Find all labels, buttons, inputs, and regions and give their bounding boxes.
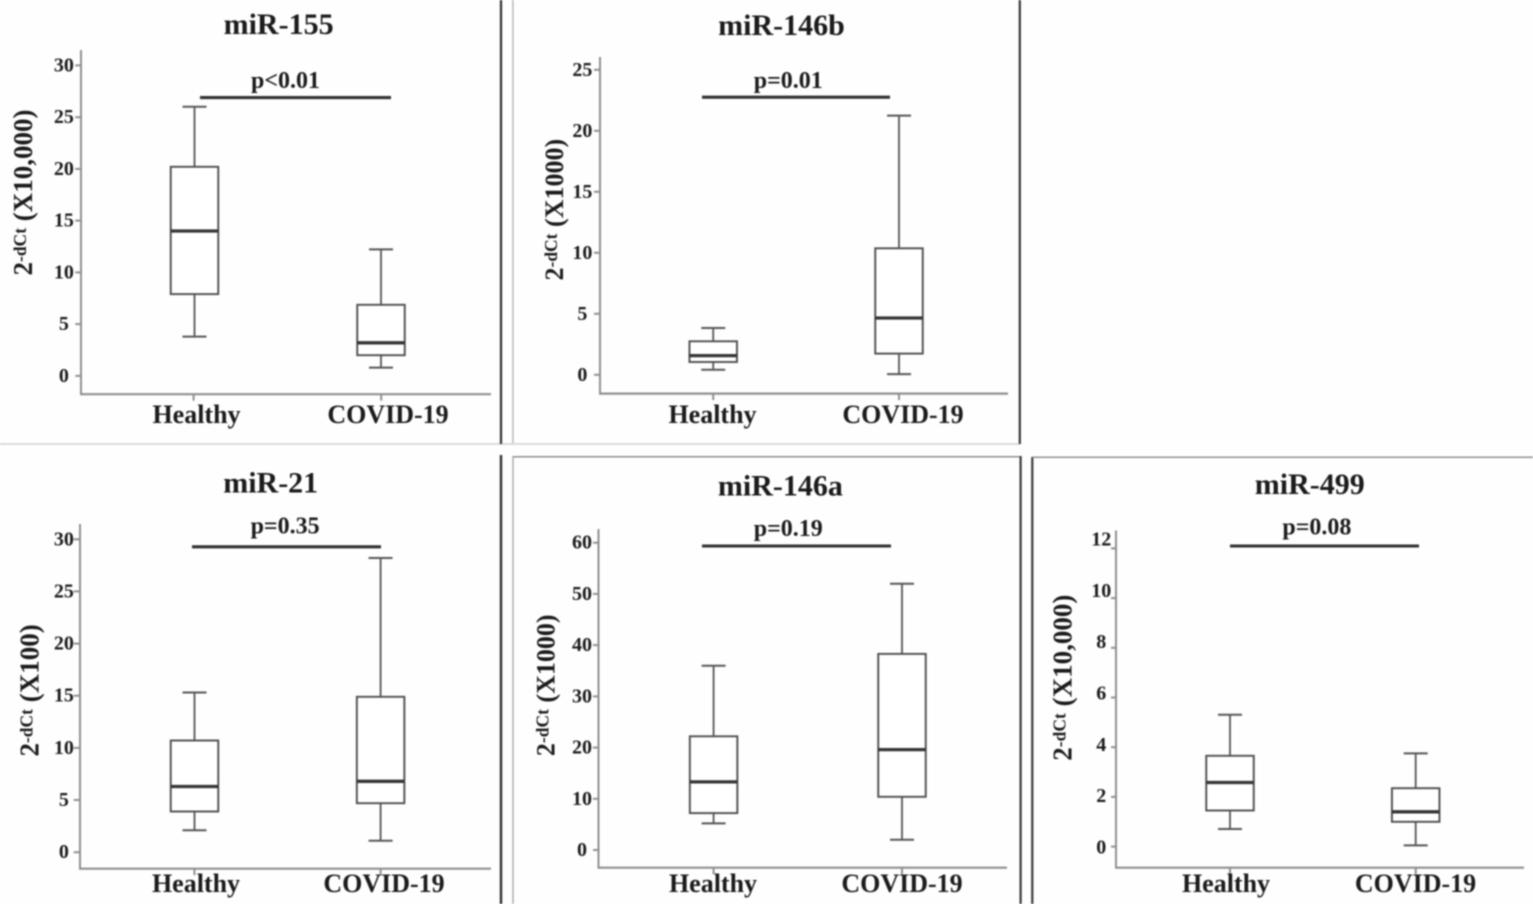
svg-text:Healthy: Healthy [1182,869,1270,898]
svg-text:p=0.19: p=0.19 [754,516,823,542]
svg-text:15: 15 [54,210,74,232]
svg-text:0: 0 [59,365,69,387]
svg-text:p<0.01: p<0.01 [251,68,320,94]
svg-text:miR-155: miR-155 [224,8,334,41]
svg-text:30: 30 [572,685,592,707]
svg-text:p=0.01: p=0.01 [754,68,823,94]
svg-text:50: 50 [572,583,592,605]
svg-text:Healthy: Healthy [152,869,240,898]
svg-text:10: 10 [572,788,592,810]
svg-text:8: 8 [1096,631,1106,653]
svg-text:10: 10 [54,737,74,759]
svg-text:5: 5 [59,313,69,335]
svg-text:15: 15 [572,181,592,203]
svg-text:4: 4 [1096,734,1106,756]
svg-text:Healthy: Healthy [669,869,757,898]
svg-text:p=0.35: p=0.35 [251,514,320,540]
svg-text:miR-146b: miR-146b [718,9,845,42]
svg-text:miR-21: miR-21 [223,467,318,500]
svg-text:30: 30 [54,528,74,550]
svg-text:60: 60 [572,532,592,554]
svg-text:miR-499: miR-499 [1255,468,1365,501]
svg-text:0: 0 [59,841,69,863]
svg-text:0: 0 [577,839,587,861]
svg-text:10: 10 [54,261,74,283]
svg-text:COVID-19: COVID-19 [323,869,444,898]
svg-text:10: 10 [1091,580,1111,602]
svg-text:25: 25 [54,106,74,128]
svg-text:25: 25 [54,580,74,602]
svg-text:5: 5 [59,789,69,811]
svg-text:2-dCt (X100): 2-dCt (X100) [15,624,45,756]
svg-text:2: 2 [1096,785,1106,807]
svg-text:15: 15 [54,685,74,707]
svg-text:2-dCt (X1000): 2-dCt (X1000) [532,614,561,756]
svg-text:miR-146a: miR-146a [718,470,843,503]
svg-text:0: 0 [1096,837,1106,859]
svg-text:25: 25 [572,59,592,81]
svg-text:Healthy: Healthy [152,400,240,429]
svg-text:20: 20 [54,633,74,655]
svg-text:COVID-19: COVID-19 [842,400,963,429]
svg-text:COVID-19: COVID-19 [327,400,448,429]
svg-text:20: 20 [572,737,592,759]
svg-text:COVID-19: COVID-19 [841,869,962,898]
svg-text:Healthy: Healthy [668,400,756,429]
svg-text:0: 0 [577,364,587,386]
svg-text:10: 10 [572,242,592,264]
svg-text:6: 6 [1096,683,1106,705]
svg-text:20: 20 [54,158,74,180]
svg-text:30: 30 [54,54,74,76]
svg-text:12: 12 [1091,529,1111,551]
svg-text:p=0.08: p=0.08 [1282,514,1351,540]
svg-text:COVID-19: COVID-19 [1355,869,1476,898]
svg-text:5: 5 [577,303,587,325]
svg-text:20: 20 [572,120,592,142]
svg-text:40: 40 [572,634,592,656]
